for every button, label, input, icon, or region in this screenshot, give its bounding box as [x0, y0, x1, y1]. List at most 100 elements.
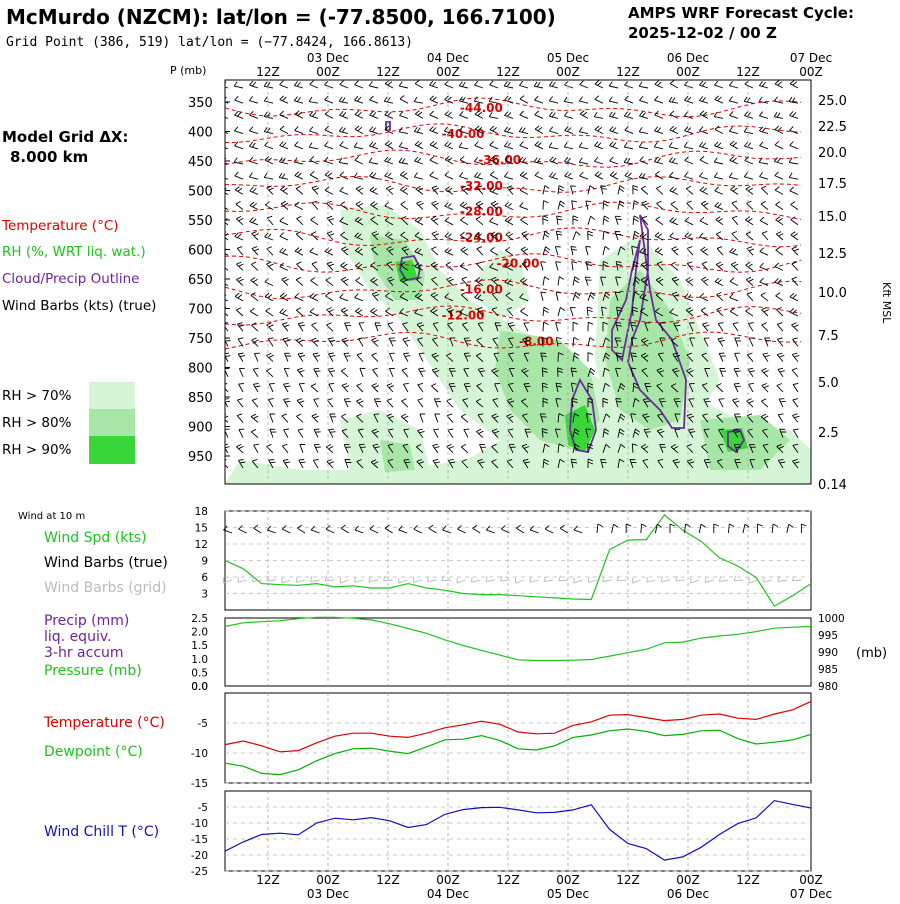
- wind-barb: [585, 200, 592, 210]
- wind-barb: [746, 398, 754, 408]
- wind-barb: [459, 308, 469, 317]
- wind-barb: [792, 413, 800, 423]
- wind-barb: [699, 126, 709, 135]
- wind-barb: [385, 185, 394, 195]
- wind-barb: [266, 525, 276, 534]
- pressure-tick-label: 400: [188, 126, 213, 141]
- wind-barb: [444, 293, 454, 302]
- wind-barb: [716, 413, 724, 423]
- wind-barb: [234, 186, 244, 195]
- wind-barb: [310, 576, 320, 583]
- wind-barb: [515, 577, 525, 584]
- wind-barb: [416, 459, 425, 469]
- wind-barb: [631, 337, 637, 347]
- wind-barb: [398, 577, 408, 584]
- wind-barb: [542, 458, 550, 469]
- height-axis-title: Kft MSL: [880, 282, 893, 324]
- wind-barb: [668, 157, 679, 165]
- wind-barb: [792, 428, 799, 438]
- wind-barb: [714, 186, 724, 195]
- wind-barb: [714, 125, 724, 134]
- wind-barb: [554, 246, 561, 256]
- wind-barb: [774, 277, 784, 287]
- y2-tick-label: 995: [818, 630, 838, 642]
- wind-barb: [444, 110, 454, 119]
- time-tick-label-top: 12Z: [376, 65, 400, 79]
- wind-barb: [489, 262, 499, 271]
- wind-barb: [309, 171, 319, 180]
- wind-barb: [283, 398, 291, 408]
- y-tick-label: 0.0: [191, 681, 208, 693]
- wind-barb: [325, 444, 334, 454]
- wind-barb: [703, 337, 710, 347]
- wind-barb: [521, 261, 529, 271]
- wind-barb: [250, 428, 259, 438]
- wind-barb: [609, 171, 619, 180]
- wind-barb: [357, 428, 364, 438]
- wind-barb: [672, 352, 680, 362]
- wind-barb: [476, 337, 484, 347]
- wind-barb: [557, 200, 565, 210]
- wind-barb: [746, 291, 754, 302]
- wind-barb: [608, 81, 619, 89]
- wind-barb: [792, 337, 799, 347]
- wind-barb: [616, 306, 623, 317]
- wind-barb: [653, 157, 664, 165]
- wind-barb: [656, 200, 664, 210]
- wind-barb: [521, 367, 529, 378]
- wind-barb: [249, 201, 259, 211]
- wind-barb: [265, 201, 274, 210]
- y-tick-label: 0.0: [191, 681, 208, 693]
- wind-barb: [593, 111, 604, 119]
- wind-barb: [602, 337, 611, 347]
- date-label-bottom: 04 Dec: [427, 887, 469, 900]
- time-tick-label-bottom: 12Z: [496, 873, 520, 887]
- wind-barb: [474, 293, 484, 302]
- wind-barb: [354, 110, 364, 119]
- wind-barb: [503, 81, 514, 89]
- time-tick-label-bottom: 00Z: [799, 873, 823, 887]
- wind-barb: [339, 80, 349, 89]
- wind-barb: [430, 246, 439, 256]
- wind-barb: [557, 352, 564, 362]
- wind-barb: [384, 156, 394, 165]
- wind-barb: [519, 293, 529, 302]
- wind-barb: [519, 156, 529, 165]
- wind-barb: [564, 171, 574, 180]
- wind-barb: [340, 368, 349, 378]
- dewpoint-line: [224, 728, 812, 776]
- wind-barb: [384, 140, 394, 150]
- wind-barb: [474, 172, 484, 180]
- wind-barb: [446, 398, 454, 408]
- wind-barb: [718, 428, 724, 438]
- wind-barb: [541, 382, 548, 393]
- rh90-swatch: [89, 436, 135, 464]
- wind-barb: [236, 276, 244, 286]
- wind-barb: [399, 292, 409, 302]
- wind-barb: [441, 575, 452, 582]
- wind-barb: [542, 397, 549, 408]
- wind-barb: [571, 397, 578, 408]
- wind-barb: [617, 458, 625, 469]
- wind-barb: [369, 525, 379, 534]
- wind-barb: [507, 428, 514, 438]
- wind-barb: [791, 367, 799, 378]
- wind-barb: [549, 172, 559, 180]
- wind-barb: [250, 413, 259, 423]
- wind-barb: [472, 524, 481, 534]
- wind-barb: [237, 398, 244, 408]
- wind-barb: [673, 322, 681, 332]
- wind-barb: [700, 200, 709, 210]
- wind-barb: [506, 413, 514, 423]
- wind-barb: [594, 156, 604, 165]
- wind-barb: [429, 140, 439, 150]
- wind-barb: [641, 367, 649, 378]
- wind-barb: [369, 186, 379, 195]
- y2-tick-label: 1000: [818, 613, 845, 625]
- wind-barb: [293, 96, 304, 104]
- wind-barb: [281, 322, 290, 332]
- wind-barb: [586, 306, 593, 317]
- wind-barb: [617, 443, 626, 453]
- wind-barb: [686, 367, 694, 378]
- wind-barb: [540, 291, 547, 301]
